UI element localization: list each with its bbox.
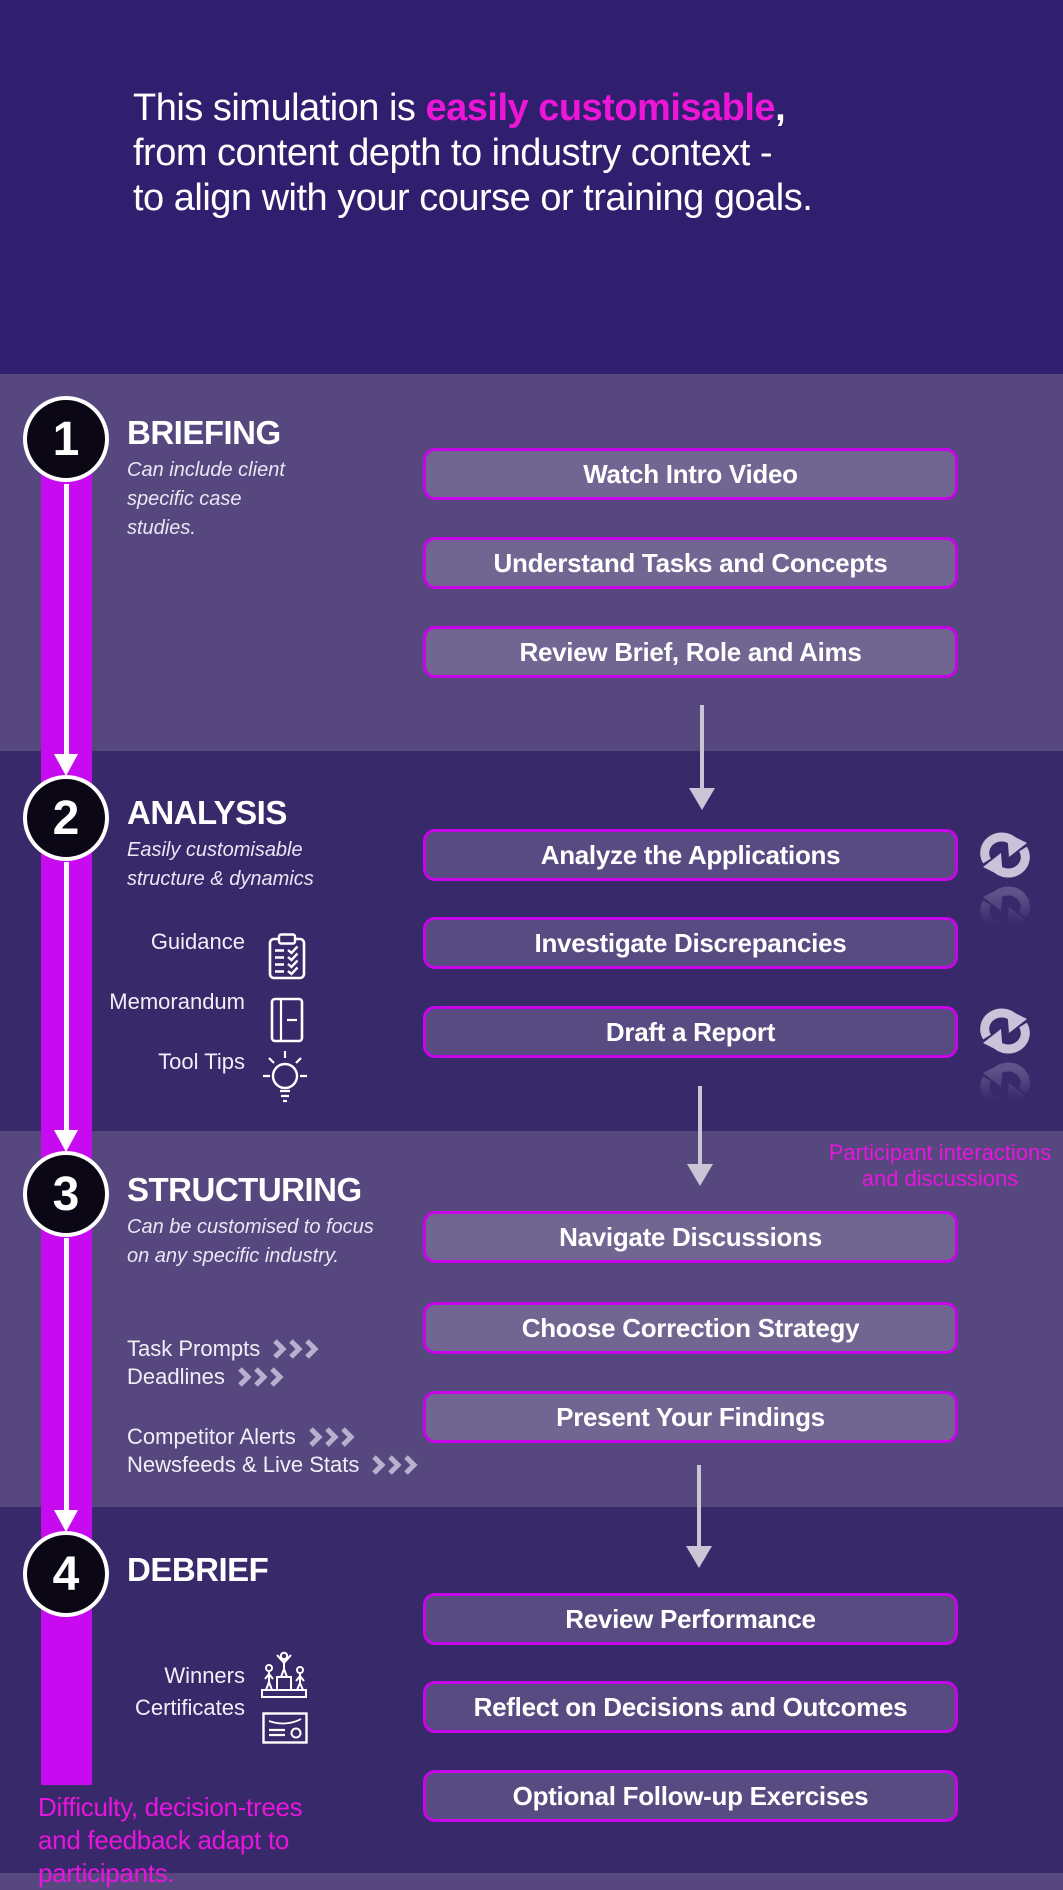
refresh-cycle-icon	[978, 1008, 1032, 1054]
flow-arrow-3-shaft	[697, 1465, 701, 1546]
lightbulb-icon	[260, 1048, 310, 1109]
investigate-discrepancies-button[interactable]: Investigate Discrepancies	[423, 917, 958, 969]
optional-followup-button[interactable]: Optional Follow-up Exercises	[423, 1770, 958, 1822]
refresh-cycle-ghost-icon	[978, 1062, 1032, 1108]
bottom-strip	[0, 1873, 1063, 1890]
draft-report-button[interactable]: Draft a Report	[423, 1006, 958, 1058]
intro-highlight: easily customisable	[425, 87, 776, 129]
stage-3-number-badge: 3	[23, 1151, 109, 1237]
winners-podium-icon	[258, 1649, 310, 1704]
stage-4-number-badge: 4	[23, 1531, 109, 1617]
stage-2-title: ANALYSIS	[127, 794, 287, 831]
flow-arrow-3-head-icon	[686, 1546, 712, 1568]
triple-chevron-icon	[308, 1427, 355, 1447]
timeline-arrowhead-3-icon	[54, 1510, 78, 1532]
tool-tips-label: Tool Tips	[158, 1049, 245, 1074]
stage-1-number: 1	[52, 412, 80, 466]
stage-1-title: BRIEFING	[127, 414, 281, 451]
header-section	[0, 0, 1063, 374]
navigate-discussions-button[interactable]: Navigate Discussions	[423, 1211, 958, 1263]
flow-arrow-1-shaft	[700, 705, 704, 788]
stage-3-title: STRUCTURING	[127, 1171, 362, 1208]
winners-label: Winners	[164, 1663, 245, 1688]
analyze-applications-button[interactable]: Analyze the Applications	[423, 829, 958, 881]
timeline-arrowhead-1-icon	[54, 754, 78, 776]
flow-arrow-2-shaft	[698, 1086, 702, 1164]
triple-chevron-icon	[372, 1455, 418, 1475]
timeline-arrow-shaft-1	[64, 484, 69, 754]
intro-line-3: to align with your course or training go…	[133, 177, 813, 219]
intro-text: This simulation is easily customisable, …	[133, 86, 813, 221]
stage-1-description: Can include client specific case studies…	[127, 459, 285, 539]
stage-4-title: DEBRIEF	[127, 1551, 269, 1588]
clipboard-checklist-icon	[266, 933, 308, 986]
deadlines-item: Deadlines	[127, 1364, 285, 1390]
debrief-section	[0, 1507, 1063, 1873]
refresh-cycle-icon	[978, 832, 1032, 878]
analysis-section	[0, 751, 1063, 1131]
triple-chevron-icon	[273, 1339, 319, 1359]
understand-tasks-button[interactable]: Understand Tasks and Concepts	[423, 537, 958, 589]
certificate-icon	[262, 1712, 308, 1749]
present-findings-button[interactable]: Present Your Findings	[423, 1391, 958, 1443]
stage-3-number: 3	[52, 1167, 80, 1221]
review-performance-button[interactable]: Review Performance	[423, 1593, 958, 1645]
structuring-section	[0, 1131, 1063, 1507]
memorandum-label: Memorandum	[109, 989, 245, 1014]
flow-arrow-2-head-icon	[687, 1164, 713, 1186]
guidance-label: Guidance	[150, 929, 245, 954]
adaptive-note: Difficulty, decision-trees and feedback …	[38, 1792, 303, 1888]
stage-4-number: 4	[52, 1547, 80, 1601]
flow-arrow-1-head-icon	[689, 788, 715, 810]
stage-1-number-badge: 1	[23, 396, 109, 482]
task-prompts-item: Task Prompts	[127, 1336, 320, 1362]
watch-intro-video-button[interactable]: Watch Intro Video	[423, 448, 958, 500]
stage-2-number-badge: 2	[23, 775, 109, 861]
briefing-section	[0, 374, 1063, 751]
participant-note: Participant interactions and discussions	[828, 1140, 1052, 1191]
timeline-arrow-shaft-3	[64, 1238, 69, 1510]
intro-line-1: This simulation is easily customisable,	[133, 87, 786, 129]
stage-3-description: Can be customised to focus on any specif…	[127, 1216, 374, 1267]
reflect-decisions-button[interactable]: Reflect on Decisions and Outcomes	[423, 1681, 958, 1733]
review-brief-button[interactable]: Review Brief, Role and Aims	[423, 626, 958, 678]
choose-correction-strategy-button[interactable]: Choose Correction Strategy	[423, 1302, 958, 1354]
refresh-cycle-ghost-icon	[978, 886, 1032, 932]
notebook-icon	[270, 997, 304, 1048]
competitor-alerts-item: Competitor Alerts	[127, 1424, 356, 1450]
timeline-arrowhead-2-icon	[54, 1130, 78, 1152]
stage-2-number: 2	[52, 791, 80, 845]
newsfeeds-item: Newsfeeds & Live Stats	[127, 1452, 419, 1478]
triple-chevron-icon	[238, 1367, 284, 1387]
intro-line-2: from content depth to industry context -	[133, 132, 773, 174]
certificates-label: Certificates	[134, 1695, 245, 1720]
timeline-arrow-shaft-2	[64, 862, 69, 1130]
stage-2-description: Easily customisable structure & dynamics	[127, 839, 314, 890]
